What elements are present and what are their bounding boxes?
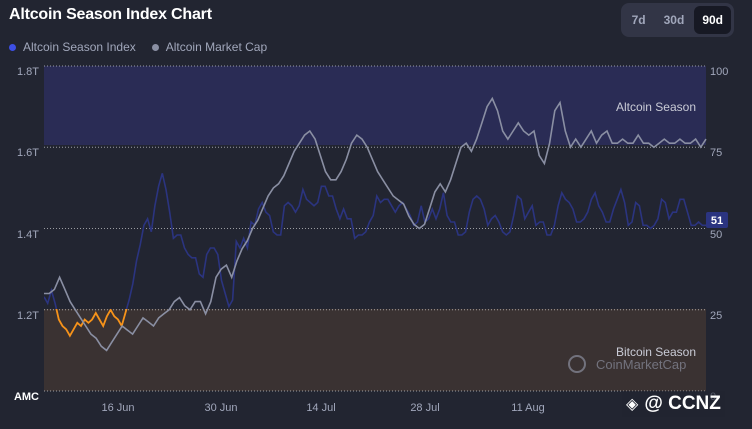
coinmarketcap-watermark: CoinMarketCap (568, 355, 686, 373)
altcoin-season-label: Altcoin Season (616, 100, 696, 114)
range-tab-30d[interactable]: 30d (663, 13, 685, 27)
right-tick-label: 100 (710, 66, 728, 78)
right-tick-label: 75 (710, 147, 722, 159)
range-selector: 7d 30d 90d (620, 3, 734, 37)
social-watermark: ◈ @ CCNZ (622, 391, 725, 417)
right-axis: 100 75 50 25 0 (710, 66, 728, 403)
diamond-logo-icon: ◈ (626, 396, 639, 413)
x-axis: 16 Jun 30 Jun 14 Jul 28 Jul 11 Aug (101, 402, 544, 414)
social-watermark-text: @ CCNZ (644, 393, 721, 414)
bitcoin-season-zone (44, 309, 706, 391)
bitcoin-season-label: Bitcoin Season (616, 345, 696, 359)
chart-legend: Altcoin Season Index Altcoin Market Cap (9, 40, 267, 54)
legend-dot-icon (151, 43, 159, 51)
left-tick-label: 1.6T (17, 147, 39, 159)
gridlines (44, 65, 706, 392)
left-tick-label: 1.4T (17, 229, 39, 241)
brand-watermark-text: CoinMarketCap (596, 357, 686, 372)
legend-item-marketcap[interactable]: Altcoin Market Cap (151, 40, 268, 54)
legend-label: Altcoin Market Cap (165, 40, 268, 54)
current-value-text: 51 (711, 215, 723, 227)
chart-title: Altcoin Season Index Chart (9, 6, 212, 23)
current-value-badge: 51 (706, 212, 728, 228)
range-tab-90d[interactable]: 90d (694, 6, 731, 34)
x-tick-label: 14 Jul (306, 402, 335, 414)
left-tick-label: 1.2T (17, 310, 39, 322)
x-tick-label: 28 Jul (410, 402, 439, 414)
corner-label: AMC (14, 391, 39, 403)
altcoin-index-line[interactable] (44, 173, 706, 335)
altcoin-season-zone (44, 66, 706, 145)
legend-item-index[interactable]: Altcoin Season Index (9, 40, 136, 54)
right-tick-label: 25 (710, 310, 722, 322)
range-tab-7d[interactable]: 7d (631, 13, 646, 27)
left-axis: 1.8T 1.6T 1.4T 1.2T AMC (14, 66, 39, 403)
left-tick-label: 1.8T (17, 66, 39, 78)
legend-dot-icon (9, 43, 16, 51)
altcoin-market-cap-line[interactable] (44, 96, 707, 352)
x-tick-label: 30 Jun (204, 402, 237, 414)
coinmarketcap-logo-icon (568, 355, 586, 373)
right-tick-label: 50 (710, 229, 722, 241)
x-tick-label: 11 Aug (511, 402, 544, 414)
legend-label: Altcoin Season Index (23, 40, 136, 54)
x-tick-label: 16 Jun (101, 402, 134, 414)
